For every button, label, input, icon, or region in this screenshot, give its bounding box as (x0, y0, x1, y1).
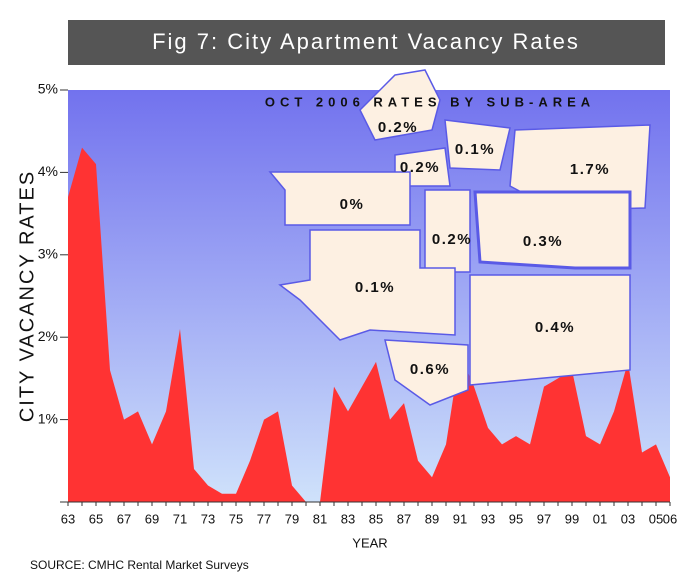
map-area (384, 339, 469, 406)
x-tick-label: 85 (369, 511, 383, 526)
x-tick-label: 79 (285, 511, 299, 526)
x-tick-label: 81 (313, 511, 327, 526)
map-label: 0.1% (455, 141, 495, 158)
x-tick-label: 05 (649, 511, 663, 526)
x-tick-label: 97 (537, 511, 551, 526)
chart-title: Fig 7: City Apartment Vacancy Rates (152, 29, 580, 54)
source-note: SOURCE: CMHC Rental Market Surveys (30, 558, 249, 572)
x-tick-label: 71 (173, 511, 187, 526)
x-tick-label: 03 (621, 511, 635, 526)
map-label: 0.6% (410, 361, 450, 378)
x-axis-label: YEAR (352, 535, 387, 550)
map-area (278, 229, 456, 341)
map-label: 0.2% (400, 159, 440, 176)
map-label: 0.1% (355, 279, 395, 296)
x-tick-label: 99 (565, 511, 579, 526)
map-area (444, 119, 511, 171)
map-area (424, 189, 471, 273)
x-tick-label: 63 (61, 511, 75, 526)
x-tick-label: 83 (341, 511, 355, 526)
map-label: 0.3% (523, 233, 563, 250)
x-tick-label: 93 (481, 511, 495, 526)
x-tick-label: 89 (425, 511, 439, 526)
x-tick-label: 95 (509, 511, 523, 526)
area (68, 147, 670, 502)
map-area (359, 69, 441, 141)
x-tick-label: 91 (453, 511, 467, 526)
x-tick-label: 87 (397, 511, 411, 526)
x-tick-label: 75 (229, 511, 243, 526)
map-label: 1.7% (570, 161, 610, 178)
x-tick-label: 73 (201, 511, 215, 526)
x-tick-label: 01 (593, 511, 607, 526)
map-label: 0.2% (378, 119, 418, 136)
y-tick-label: 2% (38, 328, 58, 344)
y-tick-label: 4% (38, 163, 58, 179)
map-title: OCT 2006 RATES BY SUB-AREA (265, 94, 595, 109)
y-tick-label: 5% (38, 81, 58, 97)
title-bar (68, 20, 665, 65)
x-tick-label: 69 (145, 511, 159, 526)
map-area (473, 190, 632, 270)
map-label: 0.4% (535, 319, 575, 336)
x-tick-label: 67 (117, 511, 131, 526)
y-axis-label: CITY VACANCY RATES (16, 170, 38, 422)
map-area (469, 274, 631, 386)
x-tick-label: 06 (663, 511, 677, 526)
x-tick-label: 77 (257, 511, 271, 526)
y-tick-label: 3% (38, 246, 58, 262)
x-tick-label: 65 (89, 511, 103, 526)
y-tick-label: 1% (38, 410, 58, 426)
map-label: 0.2% (432, 231, 472, 248)
map-area (268, 171, 411, 226)
map-label: 0% (340, 196, 365, 213)
map (268, 69, 651, 406)
